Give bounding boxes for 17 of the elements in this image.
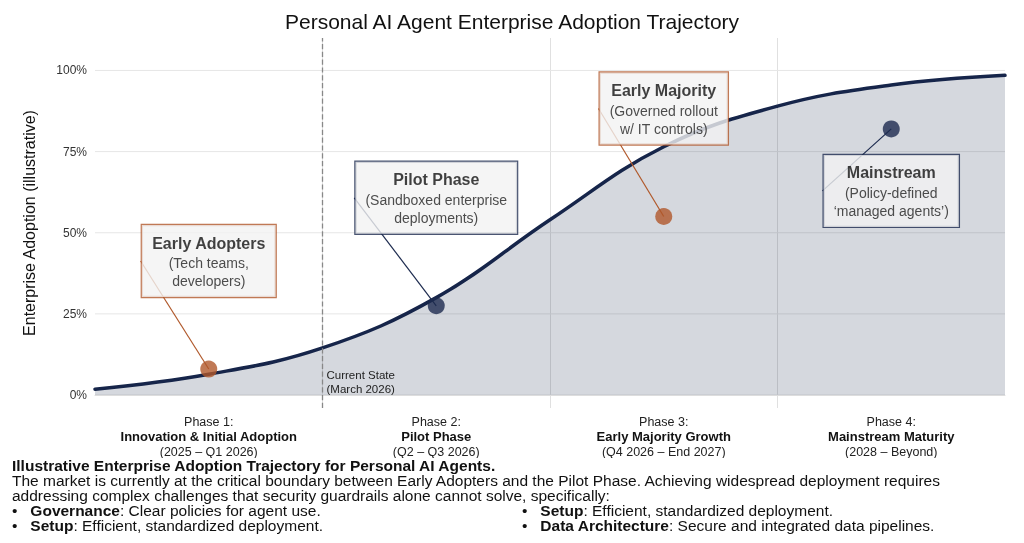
y-tick-label: 25% bbox=[62, 306, 88, 321]
annotation: Pilot Phase (Sandboxed enterprise deployments) bbox=[365, 171, 508, 226]
y-tick-label: 75% bbox=[62, 144, 88, 159]
annotation: Mainstream (Policy-defined ‘managed agents’) bbox=[833, 164, 949, 219]
x-tick-label: Phase 3: Early Majority Growth (Q4 2026 – End 2027) bbox=[596, 414, 731, 459]
text: Illustrative Enterprise Adoption Trajectory for Personal AI Agents. bbox=[12, 457, 496, 474]
chart-title: Personal AI Agent Enterprise Adoption Trajectory bbox=[284, 10, 740, 33]
x-tick-label: Phase 4: Mainstream Maturity (2028 – Beyond) bbox=[828, 414, 956, 459]
annotation: Early Adopters (Tech teams, developers) bbox=[152, 234, 266, 290]
y-tick-label: 0% bbox=[69, 388, 88, 403]
y-tick-label: 50% bbox=[62, 225, 88, 240]
annotation: Current State (March 2026) bbox=[326, 369, 396, 395]
y-tick-label: 100% bbox=[56, 63, 88, 78]
x-tick-label: Phase 2: Pilot Phase (Q2 – Q3 2026) bbox=[392, 414, 480, 459]
x-tick-label: Phase 1: Innovation & Initial Adoption (2025 – Q1 2026) bbox=[120, 414, 298, 459]
y-axis-title: Enterprise Adoption (illustrative) bbox=[20, 110, 38, 336]
annotation: Early Majority (Governed rollout w/ IT controls) bbox=[609, 82, 718, 137]
